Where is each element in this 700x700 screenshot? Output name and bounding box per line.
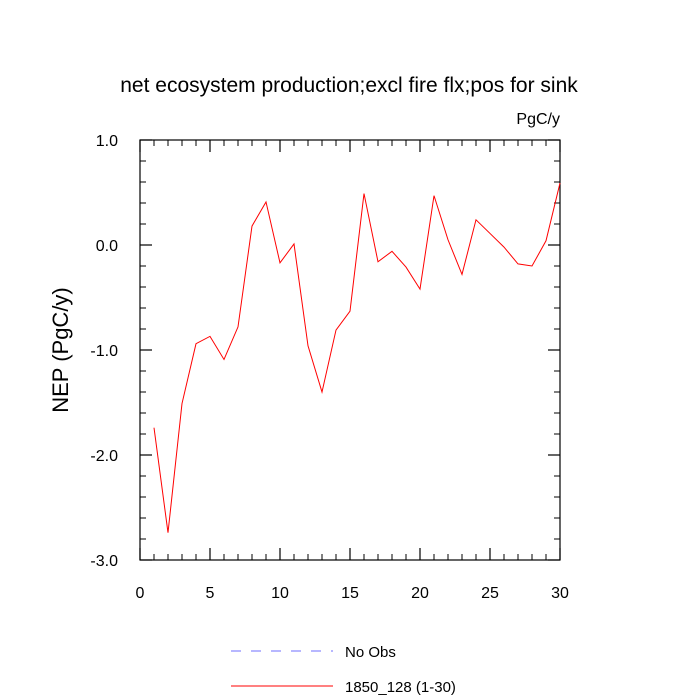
chart-title: net ecosystem production;excl fire flx;p… xyxy=(120,74,578,97)
y-axis-label: NEP (PgC/y) xyxy=(48,287,73,413)
x-tick-label: 0 xyxy=(136,585,145,602)
x-tick-label: 5 xyxy=(206,585,215,602)
legend-label: No Obs xyxy=(345,644,396,661)
plot-frame xyxy=(139,139,561,561)
y-tick-label: -2.0 xyxy=(90,448,118,465)
y-axis: -3.0 -2.0 -1.0 0.0 1.0 xyxy=(90,133,560,570)
x-tick-label: 20 xyxy=(411,585,429,602)
x-axis: 0 5 10 15 20 25 30 xyxy=(136,140,569,602)
y-tick-label: -3.0 xyxy=(90,553,118,570)
y-tick-label: -1.0 xyxy=(90,343,118,360)
x-tick-label: 15 xyxy=(341,585,359,602)
legend-label: 1850_128 (1-30) xyxy=(345,679,456,696)
series-line xyxy=(153,182,561,533)
x-tick-label: 25 xyxy=(481,585,499,602)
series-layer xyxy=(153,182,561,533)
legend: No Obs 1850_128 (1-30) xyxy=(231,644,456,696)
x-tick-label: 30 xyxy=(551,585,569,602)
units-label: PgC/y xyxy=(516,111,560,128)
y-tick-label: 1.0 xyxy=(96,133,118,150)
x-tick-label: 10 xyxy=(271,585,289,602)
y-tick-label: 0.0 xyxy=(96,238,118,255)
